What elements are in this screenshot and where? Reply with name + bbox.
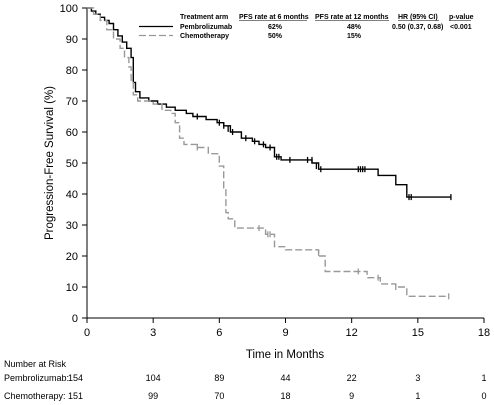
risk-count: 99 <box>148 391 158 401</box>
y-tick-label: 30 <box>66 220 78 232</box>
legend-pfs12-pembrolizumab: 48% <box>347 24 362 31</box>
legend-header-hr: HR (95% CI) <box>398 14 438 21</box>
legend-hr-pembrolizumab: 0.50 (0.37, 0.68) <box>392 24 443 31</box>
y-tick-label: 80 <box>66 65 78 77</box>
risk-row-label-pembrolizumab: Pembrolizumab: <box>4 373 69 383</box>
legend-pfs6-chemotherapy: 50% <box>268 33 283 40</box>
risk-count: 104 <box>146 373 161 383</box>
risk-count: 18 <box>280 391 290 401</box>
legend-pfs12-chemotherapy: 15% <box>347 33 362 40</box>
survival-curves <box>87 7 452 300</box>
risk-count: 1 <box>481 373 486 383</box>
risk-count: 22 <box>347 373 357 383</box>
legend-header-p: p-value <box>449 14 474 21</box>
y-tick-label: 20 <box>66 251 78 263</box>
x-tick-label: 15 <box>412 327 424 339</box>
risk-table: Number at Risk Pembrolizumab: Chemothera… <box>4 359 487 401</box>
y-tick-label: 0 <box>72 313 78 325</box>
legend-header-arm: Treatment arm <box>180 14 228 21</box>
y-tick-label: 10 <box>66 282 78 294</box>
y-tick-label: 50 <box>66 158 78 170</box>
series-line-pembrolizumab <box>87 7 451 198</box>
legend-arm-chemotherapy: Chemotherapy <box>180 33 229 40</box>
x-tick-label: 0 <box>84 327 90 339</box>
x-tick-label: 18 <box>478 327 490 339</box>
y-tick-label: 90 <box>66 34 78 46</box>
risk-count: 70 <box>214 391 224 401</box>
risk-count: 0 <box>481 391 486 401</box>
risk-count: 3 <box>415 373 420 383</box>
x-tick-label: 12 <box>346 327 358 339</box>
series-line-chemotherapy <box>87 7 449 297</box>
risk-table-title: Number at Risk <box>4 359 67 369</box>
risk-count: 154 <box>68 373 83 383</box>
y-axis-title: Progression-Free Survival (%) <box>44 86 56 240</box>
risk-row-label-chemotherapy: Chemotherapy: <box>4 391 66 401</box>
y-tick-label: 40 <box>66 189 78 201</box>
legend-arm-pembrolizumab: Pembrolizumab <box>180 24 232 31</box>
y-tick-label: 100 <box>60 3 78 15</box>
x-tick-label: 6 <box>216 327 222 339</box>
y-tick-label: 60 <box>66 127 78 139</box>
risk-count: 44 <box>280 373 290 383</box>
risk-count: 1 <box>415 391 420 401</box>
legend-p-pembrolizumab: <0.001 <box>450 24 472 31</box>
axes <box>86 8 484 319</box>
risk-count: 9 <box>349 391 354 401</box>
ticks: 0 3 6 9 12 15 18 0 10 20 30 40 50 60 70 80 90 100 <box>60 3 490 339</box>
risk-count: 151 <box>68 391 83 401</box>
y-tick-label: 70 <box>66 96 78 108</box>
legend: Treatment arm PFS rate at 6 months PFS r… <box>139 14 474 40</box>
x-axis-title: Time in Months <box>246 349 324 361</box>
legend-header-pfs6: PFS rate at 6 months <box>239 14 309 21</box>
x-tick-label: 3 <box>150 327 156 339</box>
legend-pfs6-pembrolizumab: 62% <box>268 24 283 31</box>
x-tick-label: 9 <box>282 327 288 339</box>
legend-header-pfs12: PFS rate at 12 months <box>315 14 389 21</box>
risk-count: 89 <box>214 373 224 383</box>
